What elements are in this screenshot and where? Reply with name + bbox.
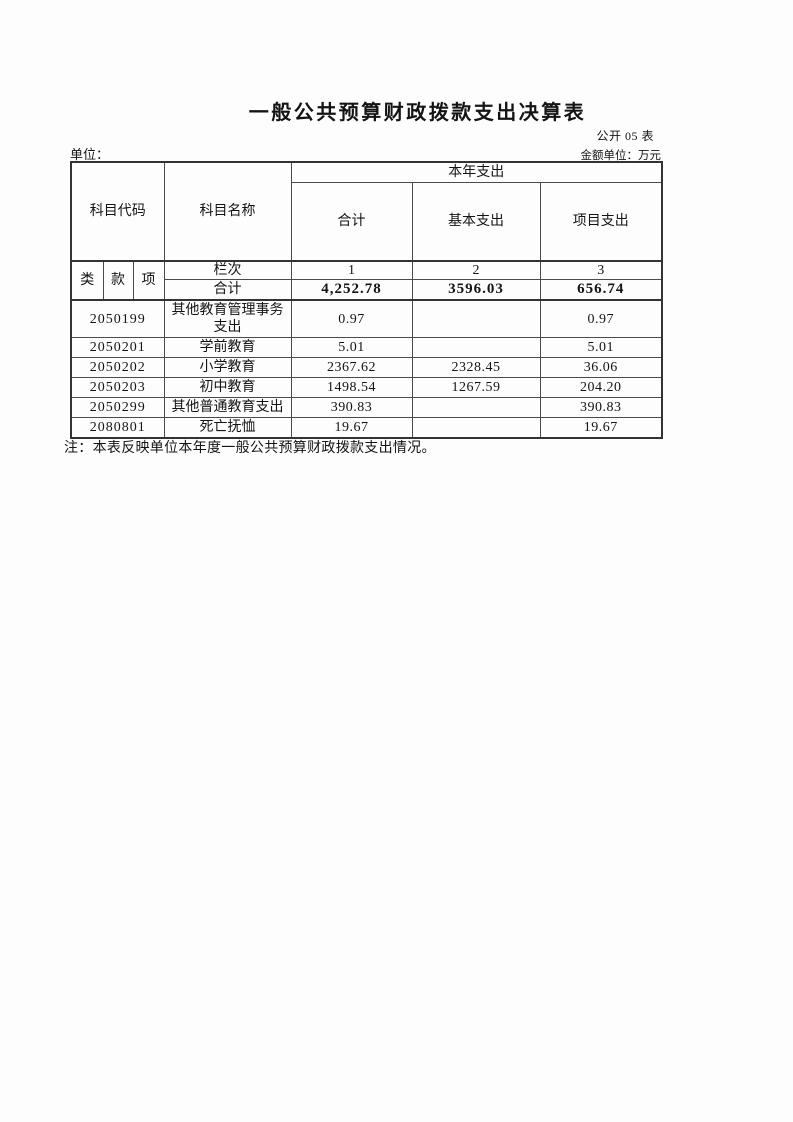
row-total: 19.67 [290, 417, 413, 439]
row-project: 0.97 [539, 299, 663, 338]
header-column-number-2: 2 [411, 260, 541, 280]
page-title: 一般公共预算财政拨款支出决算表 [248, 102, 587, 124]
expenditure-table: 科目代码 科目名称 本年支出 合计 基本支出 项目支出 类 款 项 栏次 1 2… [70, 161, 663, 439]
row-code: 2050203 [70, 377, 165, 398]
row-name: 小学教育 [163, 357, 292, 378]
total-row-label: 合计 [163, 279, 292, 301]
row-basic [411, 397, 541, 418]
header-category: 类 [70, 260, 104, 301]
row-basic: 1267.59 [411, 377, 541, 398]
total-row: 合计 4,252.78 3596.03 656.74 [71, 279, 663, 301]
row-name: 学前教育 [163, 337, 292, 358]
table-row: 2050199 其他教育管理事务支出 0.97 0.97 [70, 299, 663, 338]
row-total: 390.83 [290, 397, 413, 418]
doc-number-label: 公开 05 表 [596, 129, 654, 143]
table-row: 2080801 死亡抚恤 19.67 19.67 [70, 417, 663, 439]
footnote: 注：本表反映单位本年度一般公共预算财政拨款支出情况。 [64, 441, 436, 456]
table-row: 2050299 其他普通教育支出 390.83 390.83 [70, 397, 663, 418]
row-project: 204.20 [539, 377, 663, 398]
header-row-subcolumns: 合计 基本支出 项目支出 [71, 182, 663, 262]
header-column-number-3: 3 [539, 260, 663, 280]
header-subject-name: 科目名称 [163, 161, 292, 262]
header-item: 项 [132, 260, 165, 301]
row-code: 2050202 [70, 357, 165, 378]
row-code: 2050201 [70, 337, 165, 358]
row-code: 2050299 [70, 397, 165, 418]
row-basic [411, 299, 541, 338]
table-row: 2050202 小学教育 2367.62 2328.45 36.06 [70, 357, 663, 378]
header-project-expenditure: 项目支出 [539, 182, 663, 262]
total-row-project: 656.74 [539, 279, 663, 301]
row-total: 2367.62 [290, 357, 413, 378]
row-project: 36.06 [539, 357, 663, 378]
header-section: 款 [102, 260, 134, 301]
table-row: 2050203 初中教育 1498.54 1267.59 204.20 [70, 377, 663, 398]
total-row-total: 4,252.78 [290, 279, 413, 301]
table-row: 2050201 学前教育 5.01 5.01 [70, 337, 663, 358]
header-row-top: 科目代码 科目名称 本年支出 [70, 161, 663, 262]
row-basic [411, 417, 541, 439]
row-basic: 2328.45 [411, 357, 541, 378]
total-row-basic: 3596.03 [411, 279, 541, 301]
header-total: 合计 [290, 182, 413, 262]
row-code: 2050199 [70, 299, 165, 338]
row-name: 初中教育 [163, 377, 292, 398]
header-current-year-expenditure: 本年支出 [290, 161, 663, 183]
header-column-index-label: 栏次 [163, 260, 292, 280]
unit-label: 单位： [70, 147, 110, 162]
header-column-number-1: 1 [290, 260, 413, 280]
row-name: 其他普通教育支出 [163, 397, 292, 418]
row-project: 5.01 [539, 337, 663, 358]
row-project: 390.83 [539, 397, 663, 418]
row-project: 19.67 [539, 417, 663, 439]
header-subject-code: 科目代码 [70, 161, 165, 262]
row-basic [411, 337, 541, 358]
row-name: 死亡抚恤 [163, 417, 292, 439]
row-total: 5.01 [290, 337, 413, 358]
row-total: 1498.54 [290, 377, 413, 398]
row-code: 2080801 [70, 417, 165, 439]
row-name: 其他教育管理事务支出 [163, 299, 292, 338]
amount-unit-label: 金额单位：万元 [580, 150, 662, 162]
header-row-column-index: 类 款 项 栏次 1 2 3 [70, 260, 663, 301]
row-total: 0.97 [290, 299, 413, 338]
header-basic-expenditure: 基本支出 [411, 182, 541, 262]
